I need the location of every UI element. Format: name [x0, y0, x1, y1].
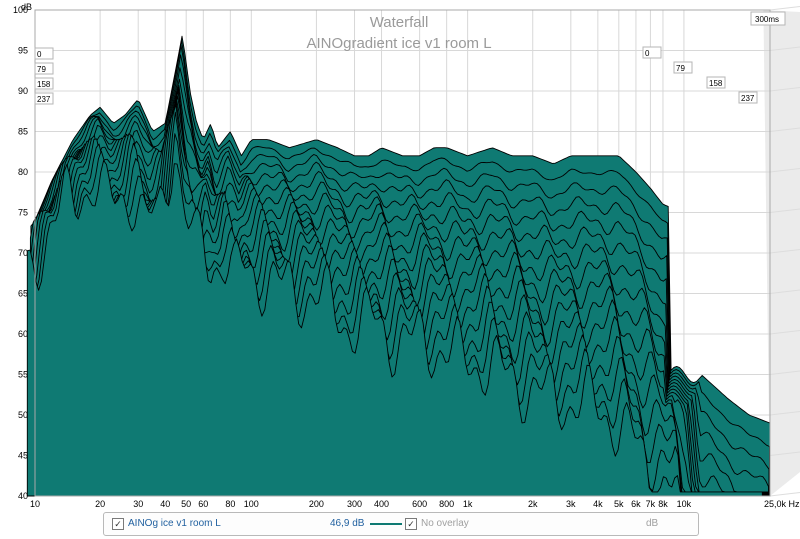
- time-slice-label-left: 79: [34, 62, 54, 75]
- side-grid-line: [769, 168, 800, 173]
- side-grid-line: [769, 127, 800, 132]
- time-slice-text: 0: [37, 50, 42, 59]
- chart-subtitle: AINOgradient ice v1 room L: [306, 35, 491, 52]
- side-grid-line: [769, 87, 800, 92]
- waterfall-chart: 10 20 30 40 50 60 80 100 200 300 400 600 800 1k 2k 3k 4k…: [13, 2, 800, 509]
- x-tick-label: 100: [244, 499, 259, 509]
- overlay-checkbox[interactable]: ✓: [405, 518, 417, 530]
- time-slice-label-left: 0: [34, 47, 54, 60]
- time-label-box: 300ms: [750, 11, 786, 26]
- x-tick-label: 5k: [614, 499, 624, 509]
- time-slice-labels: 0 79 158 237 0 79 158 237: [34, 46, 758, 105]
- legend-bar: ✓ AINOg ice v1 room L 46,9 dB ✓ No overl…: [103, 512, 699, 536]
- time-slice-text: 158: [37, 80, 51, 89]
- x-tick-label: 600: [412, 499, 427, 509]
- y-tick-label: 60: [18, 329, 28, 339]
- y-tick-label: 90: [18, 86, 28, 96]
- x-tick-label: 30: [133, 499, 143, 509]
- series-name: AINOg ice v1 room L: [128, 518, 221, 529]
- side-grid-line: [769, 451, 800, 456]
- time-label: 300ms: [755, 15, 779, 24]
- y-tick-label: 80: [18, 167, 28, 177]
- side-grid-line: [769, 492, 800, 497]
- side-grid-line: [769, 208, 800, 213]
- side-grid-line: [769, 6, 800, 11]
- overlay-label: No overlay: [421, 518, 469, 529]
- y-tick-label: 100: [13, 5, 28, 15]
- series-value: 46,9 dB: [330, 518, 365, 529]
- x-tick-label: 10: [30, 499, 40, 509]
- time-slice-label-left: 158: [34, 77, 54, 90]
- side-grid-line: [769, 330, 800, 335]
- side-grid-line: [769, 46, 800, 51]
- y-tick-label: 50: [18, 410, 28, 420]
- x-tick-label: 10k: [677, 499, 692, 509]
- y-tick-label: 65: [18, 289, 28, 299]
- x-tick-label: 20: [95, 499, 105, 509]
- side-grid-line: [769, 289, 800, 294]
- time-slice-label-left: 237: [34, 92, 54, 105]
- plot-axes: 10 20 30 40 50 60 80 100 200 300 400 600 800 1k 2k 3k 4k…: [13, 5, 800, 509]
- x-tick-label: 1k: [463, 499, 473, 509]
- time-slice-label-right: 0: [642, 46, 662, 59]
- x-tick-label: 800: [439, 499, 454, 509]
- x-tick-label: 25,0k Hz: [764, 499, 800, 509]
- chart-title: Waterfall: [370, 14, 429, 31]
- y-tick-label: 85: [18, 127, 28, 137]
- x-tick-label: 400: [374, 499, 389, 509]
- plot-frame: [34, 9, 771, 497]
- series-checkbox[interactable]: ✓: [112, 518, 124, 530]
- time-slice-text: 79: [37, 65, 46, 74]
- time-slice-label-right: 79: [673, 61, 693, 74]
- time-slice-label-right: 158: [706, 76, 726, 89]
- x-tick-label: 60: [198, 499, 208, 509]
- x-tick-label: 7k: [646, 499, 656, 509]
- series-line-swatch: [370, 523, 402, 525]
- y-tick-label: 40: [18, 491, 28, 501]
- y-tick-label: 55: [18, 370, 28, 380]
- x-tick-label: 8k: [658, 499, 668, 509]
- x-tick-label: 6k: [631, 499, 641, 509]
- x-tick-label: 3k: [566, 499, 576, 509]
- x-tick-label: 50: [181, 499, 191, 509]
- y-axis-label: dB: [21, 2, 32, 12]
- side-grid-line: [769, 370, 800, 375]
- y-tick-label: 95: [18, 46, 28, 56]
- time-slice-text: 237: [741, 94, 755, 103]
- y-tick-label: 75: [18, 208, 28, 218]
- x-tick-label: 300: [347, 499, 362, 509]
- x-tick-label: 40: [160, 499, 170, 509]
- time-slice-text: 158: [709, 79, 723, 88]
- side-grid-line: [769, 249, 800, 254]
- x-tick-label: 4k: [593, 499, 603, 509]
- x-tick-label: 2k: [528, 499, 538, 509]
- time-slice-text: 0: [645, 49, 650, 58]
- time-slice-label-right: 237: [738, 91, 758, 104]
- x-tick-label: 80: [225, 499, 235, 509]
- side-grid-line: [769, 411, 800, 416]
- y-tick-label: 70: [18, 248, 28, 258]
- waterfall-slice: [26, 160, 763, 497]
- time-slice-text: 237: [37, 95, 51, 104]
- y-tick-label: 45: [18, 451, 28, 461]
- waterfall-slices: [26, 35, 771, 497]
- overlay-unit: dB: [646, 518, 659, 529]
- x-tick-label: 200: [309, 499, 324, 509]
- time-slice-text: 79: [676, 64, 685, 73]
